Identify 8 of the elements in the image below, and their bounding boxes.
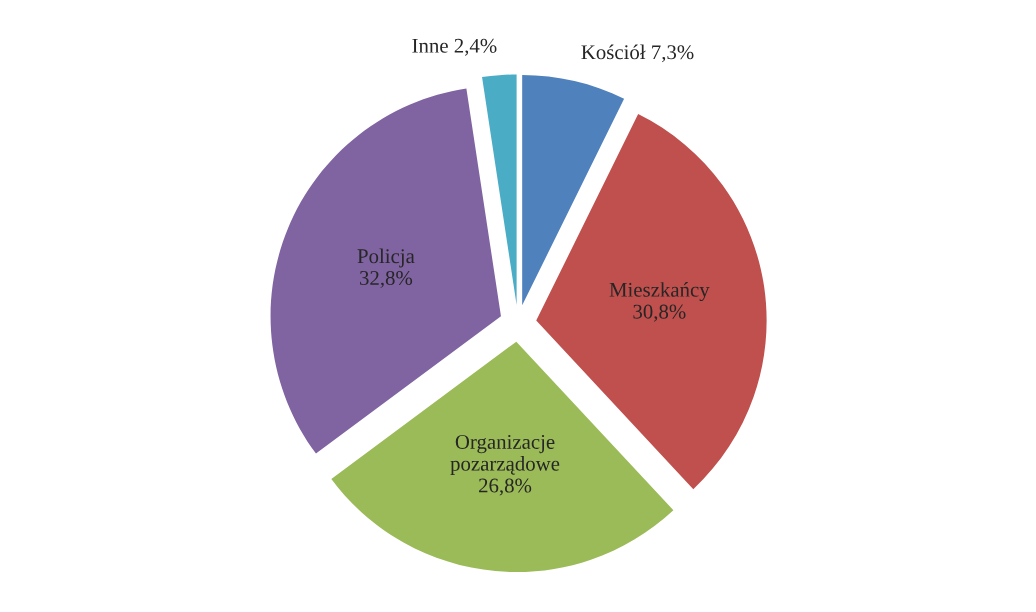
slice-label: Organizacje pozarządowe bbox=[450, 434, 560, 475]
slice-label: Inne 2,4% bbox=[412, 38, 497, 56]
data-label: 26,8% bbox=[479, 478, 532, 496]
slice-label: Kościół 7,3% bbox=[581, 44, 694, 63]
data-label: 30,8% bbox=[633, 304, 686, 322]
data-label: 32,8% bbox=[360, 270, 413, 288]
slice-label: Mieszkańcy bbox=[609, 282, 710, 302]
slice-label: Policja bbox=[357, 248, 415, 268]
